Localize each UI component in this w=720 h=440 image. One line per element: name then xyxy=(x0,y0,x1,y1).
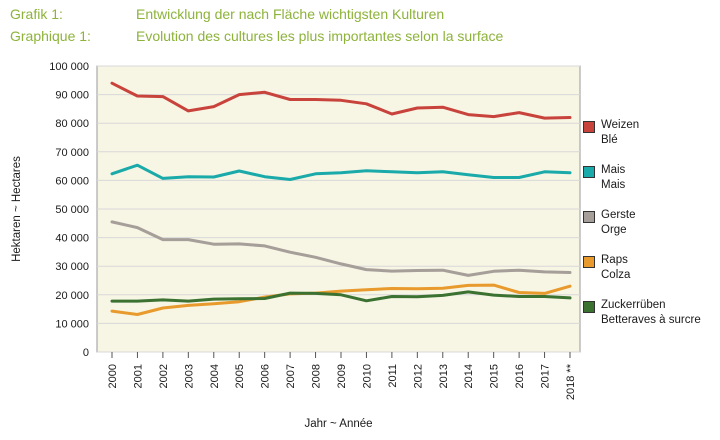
legend-swatch xyxy=(583,301,595,313)
x-tick-label: 2003 xyxy=(183,364,195,388)
y-tick-label: 40 000 xyxy=(55,233,89,245)
y-tick-label: 100 000 xyxy=(49,61,89,73)
series-line-mais xyxy=(110,163,572,181)
series-line-zuckerrüben xyxy=(110,290,572,303)
x-tick-label: 2007 xyxy=(285,364,297,388)
y-axis-title: Hektaren ~ Hectares xyxy=(11,156,23,262)
legend-label: Mais Mais xyxy=(601,163,625,193)
header-fr-label: Graphique 1: xyxy=(10,28,91,44)
legend-label: Zuckerrüben Betteraves à surcre xyxy=(601,298,701,328)
y-tick-label: 0 xyxy=(83,347,89,359)
x-tick-label: 2018 ** xyxy=(565,363,577,400)
legend-label-de: Zuckerrüben xyxy=(601,299,666,311)
y-axis-ticks: 0 10 000 20 000 30 000 40 000 50 000 60 000 70 … xyxy=(49,61,89,359)
y-tick-label: 10 000 xyxy=(55,318,89,330)
y-tick-label: 60 000 xyxy=(55,175,89,187)
legend-label: Raps Colza xyxy=(601,253,630,283)
x-tick-label: 2002 xyxy=(158,364,170,388)
legend-swatch xyxy=(583,211,595,223)
y-tick-label: 30 000 xyxy=(55,261,89,273)
legend-label-fr: Orge xyxy=(601,224,627,236)
chart-header-de: Grafik 1: Entwicklung der nach Fläche wic… xyxy=(10,6,444,22)
x-tick-label: 2017 xyxy=(540,364,552,388)
y-tick-label: 50 000 xyxy=(55,204,89,216)
series-line-raps xyxy=(110,283,572,316)
series-line-gerste xyxy=(110,220,572,277)
legend-label-de: Mais xyxy=(601,164,626,176)
x-axis-title: Jahr ~ Année xyxy=(304,418,372,430)
x-tick-label: 2004 xyxy=(209,364,221,388)
legend-label: Gerste Orge xyxy=(601,208,636,238)
x-tick-label: 2009 xyxy=(336,364,348,388)
x-tick-label: 2016 xyxy=(514,364,526,388)
legend-label-fr: Colza xyxy=(601,269,631,281)
y-tick-label: 70 000 xyxy=(55,147,89,159)
legend-label-fr: Mais xyxy=(601,179,626,191)
series-lines xyxy=(110,81,572,316)
series-line-weizen xyxy=(110,81,572,120)
x-tick-label: 2010 xyxy=(361,364,373,388)
x-tick-label: 2015 xyxy=(489,364,501,388)
header-fr-title: Evolution des cultures les plus importan… xyxy=(136,28,504,44)
legend-swatch xyxy=(583,256,595,268)
x-tick-label: 2008 xyxy=(311,364,323,388)
legend-label-de: Gerste xyxy=(601,209,636,221)
x-tick-label: 2006 xyxy=(260,364,272,388)
legend-swatch xyxy=(583,121,595,133)
legend-label: Weizen Blé xyxy=(601,118,639,148)
x-tick-label: 2013 xyxy=(438,364,450,388)
x-tick-label: 2011 xyxy=(387,364,399,388)
legend-label-fr: Betteraves à surcre xyxy=(601,314,701,326)
x-tick-label: 2012 xyxy=(412,364,424,388)
x-tick-label: 2000 xyxy=(107,364,119,388)
header-de-label: Grafik 1: xyxy=(10,6,63,22)
y-tick-label: 90 000 xyxy=(55,90,89,102)
legend-label-de: Raps xyxy=(601,254,628,266)
x-tick-label: 2014 xyxy=(463,364,475,388)
y-tick-label: 80 000 xyxy=(55,118,89,130)
legend-label-fr: Blé xyxy=(601,134,618,146)
legend-label-de: Weizen xyxy=(601,119,640,131)
x-axis-ticks: 2000 2001 2002 2003 2004 2005 2006 2007 2008 2009… xyxy=(107,352,577,400)
y-tick-label: 20 000 xyxy=(55,290,89,302)
legend-swatch xyxy=(583,166,595,178)
chart-header-fr: Graphique 1: Evolution des cultures les p… xyxy=(10,28,503,44)
header-de-title: Entwicklung der nach Fläche wichtigsten … xyxy=(136,6,445,22)
x-tick-label: 2005 xyxy=(234,364,246,388)
x-tick-label: 2001 xyxy=(132,364,144,388)
